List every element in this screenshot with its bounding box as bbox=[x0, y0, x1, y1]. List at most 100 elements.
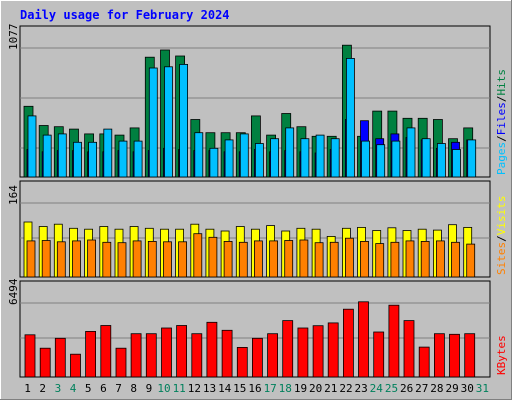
x-tick-label: 16 bbox=[248, 382, 261, 395]
bar-pages bbox=[254, 143, 264, 178]
bar-sites bbox=[253, 240, 263, 278]
bar-kbytes bbox=[161, 327, 172, 378]
x-tick-label: 11 bbox=[173, 382, 186, 395]
legend-part: / bbox=[495, 135, 508, 142]
bar-kbytes bbox=[85, 330, 96, 378]
x-tick-label: 20 bbox=[309, 382, 322, 395]
bar-pages bbox=[436, 143, 446, 178]
bar-sites bbox=[208, 236, 218, 278]
bar-sites bbox=[56, 241, 66, 278]
panels: 1077Pages/Files/Hits164Sites/Visits6494K… bbox=[7, 24, 508, 378]
bar-sites bbox=[375, 243, 385, 278]
bar-kbytes bbox=[464, 333, 476, 378]
x-tick-label: 7 bbox=[115, 382, 122, 395]
bar-pages bbox=[57, 133, 67, 178]
legend-part: / bbox=[495, 96, 508, 103]
bar-sites bbox=[87, 239, 96, 278]
y-max-label: 1077 bbox=[7, 24, 20, 51]
y-max-label: 6494 bbox=[7, 278, 20, 305]
bar-pages bbox=[315, 134, 325, 178]
series-pages bbox=[27, 58, 477, 178]
bar-pages bbox=[103, 128, 113, 178]
x-tick-label: 15 bbox=[233, 382, 246, 395]
bar-pages bbox=[73, 141, 82, 178]
bar-pages bbox=[391, 140, 401, 178]
x-tick-label: 8 bbox=[130, 382, 137, 395]
bar-kbytes bbox=[176, 325, 188, 378]
legend-part: Pages bbox=[495, 142, 508, 175]
bar-kbytes bbox=[373, 331, 385, 378]
x-tick-label: 1 bbox=[24, 382, 31, 395]
bar-pages bbox=[88, 141, 97, 178]
bar-kbytes bbox=[312, 325, 324, 378]
bar-kbytes bbox=[70, 353, 81, 378]
x-tick-label: 18 bbox=[279, 382, 292, 395]
x-tick-label: 27 bbox=[415, 382, 428, 395]
legend-label: Pages/Files/Hits bbox=[495, 69, 508, 175]
bar-pages bbox=[164, 66, 173, 178]
bar-kbytes bbox=[342, 308, 354, 378]
x-tick-label: 28 bbox=[430, 382, 443, 395]
x-tick-label: 19 bbox=[294, 382, 307, 395]
x-tick-label: 3 bbox=[55, 382, 62, 395]
bar-sites bbox=[435, 240, 445, 278]
bar-pages bbox=[118, 140, 128, 178]
bar-sites bbox=[269, 240, 279, 278]
bar-sites bbox=[360, 240, 369, 278]
y-max-label: 164 bbox=[7, 185, 20, 205]
bar-kbytes bbox=[388, 304, 400, 378]
bar-kbytes bbox=[206, 321, 218, 378]
bar-pages bbox=[300, 138, 310, 178]
x-tick-label: 29 bbox=[445, 382, 458, 395]
bar-sites bbox=[26, 240, 36, 278]
bar-pages bbox=[148, 67, 158, 178]
bar-sites bbox=[193, 233, 203, 278]
bar-pages bbox=[421, 138, 431, 178]
bar-pages bbox=[406, 127, 416, 178]
panel-kbytes: 6494 KBytes bbox=[7, 278, 508, 378]
x-tick-label: 30 bbox=[461, 382, 474, 395]
bar-pages bbox=[452, 149, 461, 178]
bar-pages bbox=[209, 147, 219, 178]
x-tick-label: 23 bbox=[354, 382, 367, 395]
bar-kbytes bbox=[251, 337, 263, 378]
x-tick-label: 13 bbox=[203, 382, 216, 395]
bar-sites bbox=[178, 241, 188, 278]
bar-pages bbox=[361, 140, 370, 178]
x-tick-label: 17 bbox=[264, 382, 277, 395]
bar-sites bbox=[466, 243, 476, 278]
bar-pages bbox=[27, 115, 37, 178]
panel-hits-files-pages: 1077 Pages/Files/Hits bbox=[7, 24, 508, 178]
bar-sites bbox=[284, 240, 294, 278]
x-tick-label: 9 bbox=[146, 382, 153, 395]
x-tick-label: 6 bbox=[100, 382, 107, 395]
bar-pages bbox=[194, 132, 204, 178]
bar-sites bbox=[117, 242, 127, 278]
x-tick-label: 2 bbox=[39, 382, 46, 395]
bar-kbytes bbox=[418, 346, 430, 378]
x-tick-label: 21 bbox=[324, 382, 337, 395]
bar-kbytes bbox=[115, 347, 127, 378]
bar-sites bbox=[72, 240, 81, 278]
legend-part: Visits bbox=[495, 196, 508, 236]
legend-part: KBytes bbox=[495, 335, 508, 375]
bar-sites bbox=[223, 240, 233, 278]
series-sites bbox=[26, 233, 476, 278]
series-kbytes bbox=[24, 301, 476, 378]
bar-sites bbox=[41, 240, 51, 278]
legend-part: / bbox=[495, 235, 508, 242]
bar-pages bbox=[239, 133, 249, 178]
bar-kbytes bbox=[191, 333, 203, 378]
x-axis-labels: 1 2 3 4 5 6 7 8 9 10 11 12 13 14 15 16 17 18 19 20 21 22 23 24 2… bbox=[24, 382, 489, 395]
x-tick-label: 31 bbox=[476, 382, 489, 395]
bar-sites bbox=[299, 239, 309, 278]
bar-sites bbox=[102, 241, 112, 278]
bar-sites bbox=[314, 242, 324, 278]
legend-label: Sites/Visits bbox=[495, 196, 508, 276]
x-tick-label: 25 bbox=[385, 382, 398, 395]
bar-pages bbox=[330, 138, 340, 178]
legend-part: Sites bbox=[495, 242, 508, 275]
bar-sites bbox=[147, 240, 157, 278]
bar-kbytes bbox=[327, 322, 339, 378]
